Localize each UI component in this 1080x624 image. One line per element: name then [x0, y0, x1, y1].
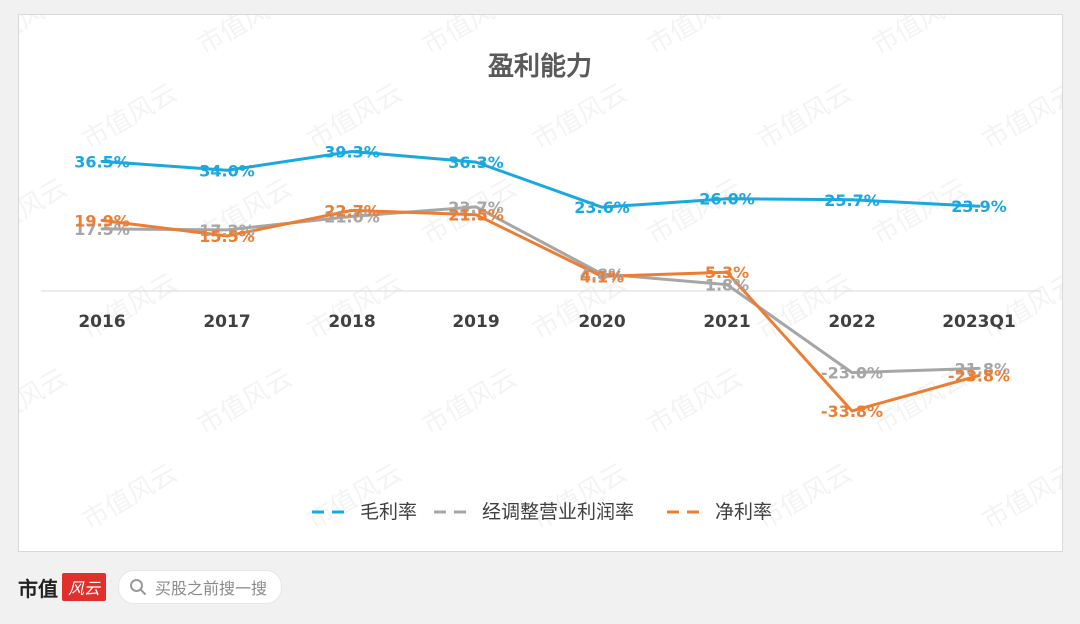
data-label: -23.0%	[821, 364, 883, 383]
data-label: 4.8%	[580, 265, 624, 284]
x-tick-label: 2021	[703, 312, 750, 332]
data-label: 17.2%	[199, 221, 255, 240]
series-line	[100, 208, 981, 413]
brand-logo: 市值 风云	[18, 573, 107, 602]
x-tick-label: 2022	[828, 312, 875, 332]
chart-card: 市值风云市值风云市值风云市值风云市值风云市值风云市值风云市值风云市值风云市值风云…	[18, 14, 1063, 552]
data-label: 15.5%	[199, 227, 255, 246]
data-label: 25.7%	[824, 191, 880, 210]
data-label: 36.3%	[448, 153, 504, 172]
data-label: 21.5%	[448, 206, 504, 225]
data-label: -33.8%	[821, 402, 883, 421]
x-tick-label: 2019	[452, 312, 499, 332]
watermark-layer: 市值风云市值风云市值风云市值风云市值风云市值风云市值风云市值风云市值风云市值风云…	[19, 15, 1062, 536]
x-tick-label: 2020	[578, 312, 625, 332]
data-label: 19.9%	[74, 211, 130, 230]
chart: 市值风云市值风云市值风云市值风云市值风云市值风云市值风云市值风云市值风云市值风云…	[19, 15, 1062, 536]
search-icon	[130, 579, 147, 595]
legend-label: 净利率	[715, 501, 772, 523]
data-label: 17.5%	[74, 220, 130, 239]
footer: 市值 风云 买股之前搜一搜	[18, 570, 283, 604]
data-label: -21.8%	[948, 359, 1010, 378]
chart-title: 盈利能力	[487, 51, 592, 82]
x-tick-label: 2017	[203, 312, 250, 332]
data-label: 39.3%	[324, 143, 380, 162]
search-box[interactable]: 买股之前搜一搜	[118, 570, 283, 604]
x-tick-label: 2016	[78, 312, 125, 332]
data-label: -23.8%	[948, 367, 1010, 386]
legend-label: 经调整营业利润率	[482, 501, 634, 523]
data-label: 4.1%	[580, 267, 624, 286]
data-label: 34.0%	[199, 161, 255, 180]
data-label: 22.7%	[324, 201, 380, 220]
data-label: 23.6%	[574, 198, 630, 217]
series-line	[100, 150, 981, 209]
legend-label: 毛利率	[360, 501, 417, 523]
x-tick-label: 2018	[328, 312, 375, 332]
data-label: 21.0%	[324, 207, 380, 226]
data-label: 5.3%	[705, 263, 749, 282]
brand-name: 市值	[18, 576, 58, 601]
data-label: 23.7%	[448, 198, 504, 217]
series-line	[100, 205, 981, 375]
data-label: 1.8%	[705, 276, 749, 295]
search-placeholder: 买股之前搜一搜	[155, 579, 268, 598]
brand-stamp: 风云	[62, 573, 107, 601]
data-label: 23.9%	[951, 197, 1007, 216]
data-label: 36.5%	[74, 152, 130, 171]
x-tick-label: 2023Q1	[942, 312, 1016, 332]
legend: 毛利率 经调整营业利润率 净利率	[312, 501, 772, 523]
data-label: 26.0%	[699, 190, 755, 209]
